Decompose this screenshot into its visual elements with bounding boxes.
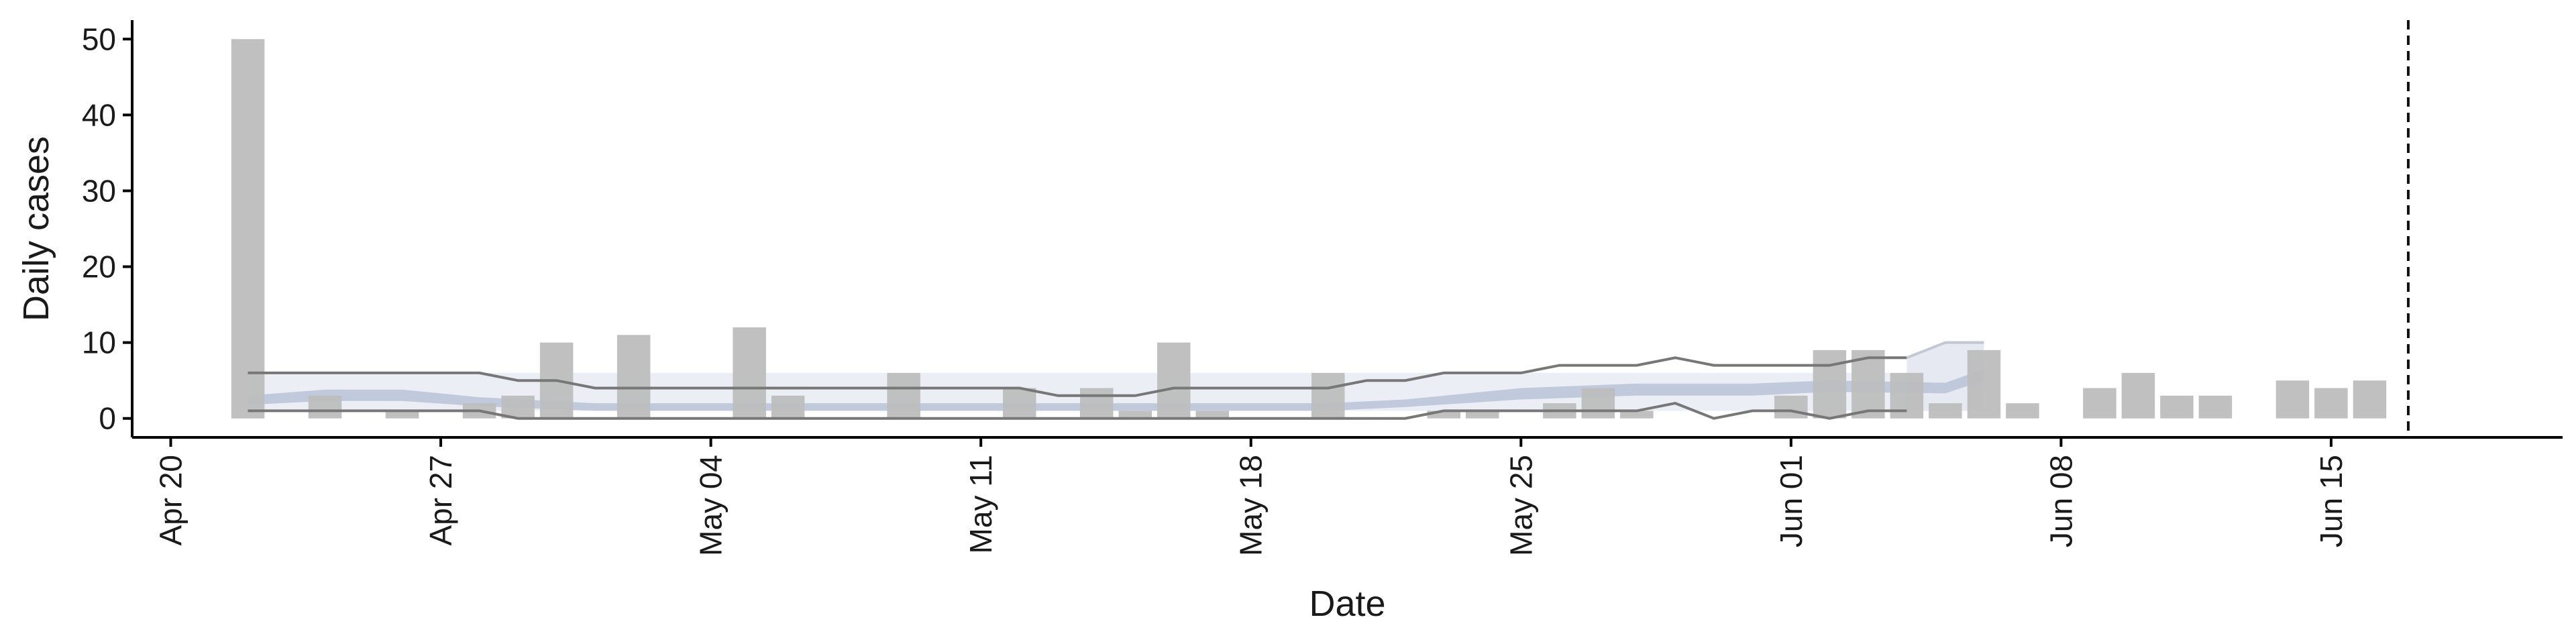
axes — [131, 20, 2563, 439]
bar — [1620, 411, 1654, 419]
bar — [1851, 350, 1885, 419]
bar — [1003, 388, 1036, 419]
bar — [1157, 342, 1191, 419]
bar — [2160, 395, 2194, 419]
lower-range-line — [248, 402, 1907, 420]
inner-band-area — [248, 369, 1984, 411]
range-lines — [248, 341, 1984, 420]
outer-band-area — [248, 372, 1984, 411]
bar — [1118, 411, 1152, 419]
bar — [1080, 388, 1114, 419]
bar — [2353, 380, 2387, 419]
bar — [1929, 403, 1962, 419]
bar — [2083, 388, 2116, 419]
bar — [501, 395, 535, 419]
projection-band-area — [1907, 342, 1984, 411]
upper-range-line — [248, 356, 1907, 397]
y-tick-label: 40 — [82, 97, 116, 132]
outer-band — [248, 342, 1984, 411]
x-tick-label: Jun 08 — [2043, 455, 2078, 547]
bar — [1427, 411, 1460, 419]
bar — [887, 372, 920, 419]
bar — [1195, 411, 1229, 419]
bar — [308, 395, 342, 419]
x-tick-label: Jun 01 — [1774, 455, 1809, 547]
bar — [771, 395, 805, 419]
y-tick-label: 30 — [82, 173, 116, 208]
bar — [1813, 350, 1847, 419]
bar — [2314, 388, 2348, 419]
bar — [1311, 372, 1345, 419]
x-tick-label: May 18 — [1234, 455, 1269, 556]
x-tick-label: May 25 — [1503, 455, 1538, 556]
x-ticks: Apr 20 Apr 27 May 04 May 11 May 18 May 25 Jun … — [154, 437, 2349, 556]
bar — [1774, 395, 1808, 419]
inner-band — [248, 369, 1984, 411]
bar — [733, 327, 766, 419]
bar — [385, 411, 419, 419]
y-ticks: 0 10 20 30 40 50 — [82, 21, 132, 436]
bar — [2198, 395, 2233, 419]
x-axis-title: Date — [1309, 584, 1385, 624]
y-tick-label: 20 — [82, 250, 116, 284]
x-tick-label: Jun 15 — [2314, 455, 2349, 547]
y-tick-label: 50 — [82, 21, 116, 56]
bar — [2121, 372, 2155, 419]
bar — [2275, 380, 2310, 419]
x-tick-label: May 04 — [694, 455, 729, 556]
bar — [1967, 350, 2001, 419]
bar — [231, 39, 265, 419]
projection-upper-line — [1906, 341, 1984, 360]
bar — [616, 335, 651, 419]
y-tick-label: 10 — [82, 325, 116, 360]
x-tick-label: Apr 20 — [154, 455, 189, 546]
bars — [231, 39, 2387, 419]
bar — [1466, 411, 1499, 419]
bar — [1581, 388, 1615, 419]
bar — [2006, 403, 2039, 419]
x-tick-label: Apr 27 — [423, 455, 458, 546]
y-tick-label: 0 — [99, 401, 116, 436]
y-axis-title: Daily cases — [16, 136, 56, 321]
x-tick-label: May 11 — [963, 455, 998, 553]
